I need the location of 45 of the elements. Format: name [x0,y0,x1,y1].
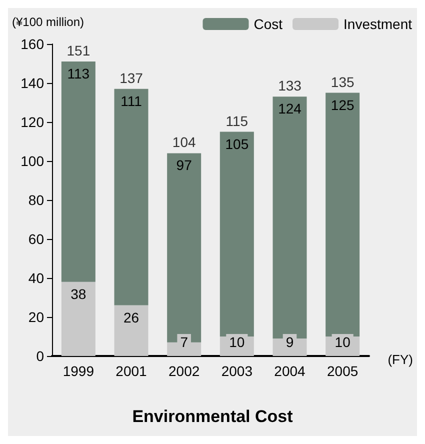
data-label: 125 [330,96,354,113]
total-label: 135 [330,74,354,90]
y-tick-label: 160 [20,36,44,52]
y-axis-title: (¥100 million) [12,15,84,29]
y-tick-label: 80 [28,192,44,208]
total-label: 151 [66,42,90,59]
y-tick-label: 120 [20,114,44,130]
total-label: 104 [172,134,196,150]
y-tick-label: 60 [28,231,44,247]
x-tick-label: 2002 [168,363,200,379]
x-axis-title: (FY) [388,352,414,367]
x-tick-label: 2004 [274,363,306,379]
y-tick-label: 100 [20,153,44,169]
total-label: 133 [278,78,302,94]
bar [61,62,96,282]
data-label: 97 [176,157,192,174]
data-label: 38 [70,286,86,302]
data-label: 7 [180,334,188,350]
y-tick-label: 20 [28,309,44,325]
data-label: 111 [120,92,142,109]
bar [272,96,307,338]
data-label: 10 [334,334,351,350]
legend-label: Investment [344,16,412,32]
text: Environmental Cost [132,407,294,426]
y-tick-label: 140 [20,75,44,91]
y-tick-label: 0 [36,348,44,364]
data-label: 26 [123,309,140,326]
x-tick-label: 2005 [327,363,358,379]
data-label: 10 [229,334,245,350]
total-label: 115 [226,112,248,129]
bar [114,305,148,356]
bar [220,132,254,336]
legend-label: Cost [254,16,283,32]
data-label: 9 [286,334,294,350]
total-label: 137 [120,70,144,86]
data-label: 113 [67,66,90,82]
y-tick-label: 40 [28,270,44,286]
bar [61,282,96,356]
x-tick-label: 1999 [62,363,94,379]
x-tick-label: 2003 [221,363,253,379]
bar [326,92,360,336]
x-tick-label: 2001 [116,363,148,379]
data-label: 105 [225,136,249,152]
bar [114,88,148,306]
data-label: 124 [278,100,302,117]
